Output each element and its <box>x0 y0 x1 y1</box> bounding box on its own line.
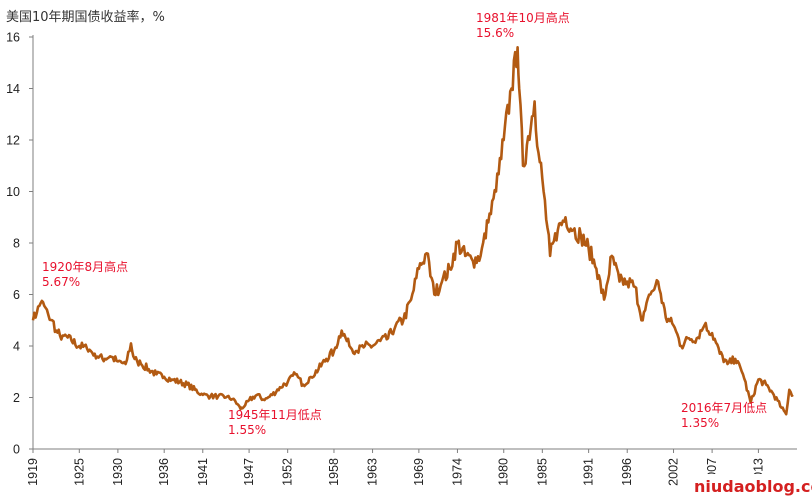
y-tick-label: 0 <box>13 443 20 457</box>
x-tick-label: 1969 <box>412 458 426 486</box>
series-line-0 <box>31 46 794 416</box>
watermark-box <box>686 474 808 498</box>
y-tick-label: 4 <box>13 340 20 354</box>
annotation-value: 5.67% <box>42 275 80 289</box>
x-tick-label: 2002 <box>667 458 681 486</box>
x-axis: 1919 1925 1930 1936 1941 1947 1952 1958 1963 1969… <box>26 448 797 486</box>
annotation-label: 1981年10月高点 <box>476 10 570 25</box>
y-tick-label: 16 <box>6 31 20 45</box>
x-tick-label: 1958 <box>327 458 341 486</box>
y-tick-label: 14 <box>6 82 20 96</box>
watermark-text: niudaoblog.com <box>694 477 812 496</box>
x-tick-label: 1974 <box>450 458 464 486</box>
y-tick-label: 12 <box>6 134 20 148</box>
x-tick-label: 1941 <box>196 458 210 486</box>
series-group <box>31 46 794 416</box>
x-tick-label: 1991 <box>582 458 596 486</box>
x-tick-label: 1925 <box>72 458 86 486</box>
x-tick-label: 1996 <box>620 458 634 486</box>
annotations-group: 1920年8月高点5.67%1945年11月低点1.55%1981年10月高点1… <box>42 10 767 437</box>
y-tick-label: 10 <box>6 185 20 199</box>
annotation-label: 1920年8月高点 <box>42 259 128 274</box>
annotation-label: 1945年11月低点 <box>228 408 322 422</box>
chart-title: 美国10年期国债收益率，% <box>6 9 165 25</box>
x-tick-label: 1980 <box>497 458 511 486</box>
x-tick-label: 1930 <box>111 458 125 486</box>
x-tick-label: 1985 <box>535 458 549 486</box>
x-tick-label: 1952 <box>281 458 295 486</box>
y-tick-label: 8 <box>13 237 20 251</box>
annotation-value: 1.55% <box>228 423 266 437</box>
y-axis: 0 2 4 6 8 10 12 14 16 <box>6 31 34 457</box>
x-tick-label: 1919 <box>26 458 40 486</box>
annotation-value: 1.35% <box>681 416 719 430</box>
y-tick-label: 2 <box>13 391 20 405</box>
annotation-label: 2016年7月低点 <box>681 401 767 415</box>
x-tick-label: 1947 <box>242 458 256 486</box>
x-tick-label: 1936 <box>157 458 171 486</box>
x-tick-label: 1963 <box>366 458 380 486</box>
annotation-value: 15.6% <box>476 26 514 40</box>
y-tick-label: 6 <box>13 288 20 302</box>
